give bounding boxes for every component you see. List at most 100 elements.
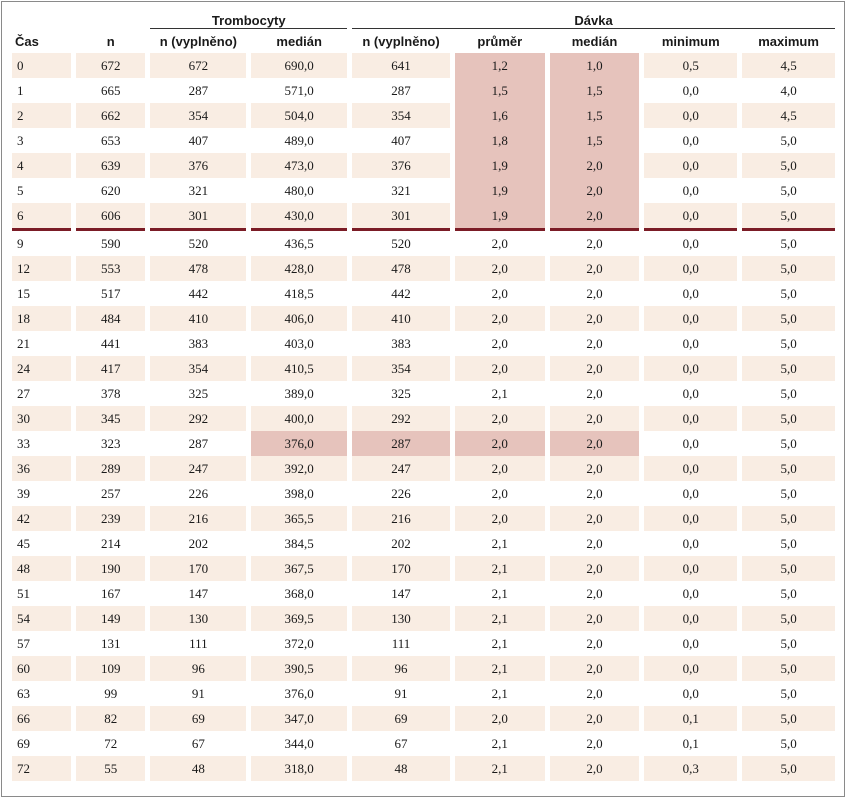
table-cell: 0,0 bbox=[644, 231, 738, 256]
table-cell: 2,0 bbox=[549, 631, 640, 656]
table-cell: 5,0 bbox=[742, 256, 835, 281]
table-cell: 2,0 bbox=[549, 256, 640, 281]
table-cell: 606 bbox=[76, 203, 146, 231]
table-cell: 0,0 bbox=[644, 581, 738, 606]
table-cell: 3 bbox=[12, 128, 72, 153]
table-cell: 0,0 bbox=[644, 456, 738, 481]
table-cell: 5,0 bbox=[742, 506, 835, 531]
table-cell: 389,0 bbox=[251, 381, 348, 406]
table-cell: 30 bbox=[12, 406, 72, 431]
table-cell: 365,5 bbox=[251, 506, 348, 531]
table-cell: 430,0 bbox=[251, 203, 348, 231]
table-cell: 407 bbox=[352, 128, 450, 153]
table-cell: 287 bbox=[150, 431, 247, 456]
table-cell: 109 bbox=[76, 656, 146, 681]
table-cell: 5,0 bbox=[742, 581, 835, 606]
table-cell: 63 bbox=[12, 681, 72, 706]
table-cell: 442 bbox=[150, 281, 247, 306]
table-cell: 5,0 bbox=[742, 203, 835, 231]
table-cell: 2,0 bbox=[549, 331, 640, 356]
column-header-cas: Čas bbox=[15, 33, 39, 49]
table-cell: 2,0 bbox=[549, 681, 640, 706]
table-cell: 2,0 bbox=[549, 356, 640, 381]
table-cell: 111 bbox=[352, 631, 450, 656]
table-cell: 2,0 bbox=[549, 531, 640, 556]
table-cell: 42 bbox=[12, 506, 72, 531]
table-cell: 111 bbox=[150, 631, 247, 656]
table-row: 66 82 69 347,0 69 2,0 2,0 0,1 5,0 bbox=[12, 706, 835, 731]
table-cell: 2,0 bbox=[549, 456, 640, 481]
table-row: 4 639 376 473,0 376 1,9 2,0 0,0 5,0 bbox=[12, 153, 835, 178]
table-cell: 5,0 bbox=[742, 706, 835, 731]
table-cell: 96 bbox=[352, 656, 450, 681]
table-row: 2 662 354 504,0 354 1,6 1,5 0,0 4,5 bbox=[12, 103, 835, 128]
table-cell: 2,0 bbox=[454, 406, 545, 431]
table-cell: 5,0 bbox=[742, 306, 835, 331]
table-cell: 15 bbox=[12, 281, 72, 306]
table-cell: 55 bbox=[76, 756, 146, 781]
table-cell: 376 bbox=[150, 153, 247, 178]
table-row: 0 672 672 690,0 641 1,2 1,0 0,5 4,5 bbox=[12, 53, 835, 78]
table-cell: 0,3 bbox=[644, 756, 738, 781]
table-cell: 96 bbox=[150, 656, 247, 681]
table-cell: 48 bbox=[12, 556, 72, 581]
table-cell: 344,0 bbox=[251, 731, 348, 756]
table-cell: 2,1 bbox=[454, 556, 545, 581]
table-cell: 147 bbox=[352, 581, 450, 606]
table-cell: 406,0 bbox=[251, 306, 348, 331]
table-cell: 410,5 bbox=[251, 356, 348, 381]
table-cell: 372,0 bbox=[251, 631, 348, 656]
table-body: 0 672 672 690,0 641 1,2 1,0 0,5 4,5 1 665 287 571,0 2… bbox=[12, 53, 835, 781]
table-cell: 368,0 bbox=[251, 581, 348, 606]
table-cell: 4,5 bbox=[742, 53, 835, 78]
table-cell: 2 bbox=[12, 103, 72, 128]
table-cell: 5,0 bbox=[742, 606, 835, 631]
table-cell: 0 bbox=[12, 53, 72, 78]
table-cell: 5,0 bbox=[742, 531, 835, 556]
column-header-trombocyty-n-vyplneno: n (vyplněno) bbox=[159, 33, 237, 49]
table-cell: 0,0 bbox=[644, 103, 738, 128]
table-cell: 54 bbox=[12, 606, 72, 631]
table-cell: 2,0 bbox=[549, 306, 640, 331]
table-cell: 45 bbox=[12, 531, 72, 556]
table-cell: 5 bbox=[12, 178, 72, 203]
table-row: 27 378 325 389,0 325 2,1 2,0 0,0 5,0 bbox=[12, 381, 835, 406]
table-cell: 620 bbox=[76, 178, 146, 203]
table-cell: 0,5 bbox=[644, 53, 738, 78]
table-cell: 2,0 bbox=[549, 706, 640, 731]
table-cell: 2,0 bbox=[549, 481, 640, 506]
table-cell: 398,0 bbox=[251, 481, 348, 506]
table-cell: 2,0 bbox=[549, 406, 640, 431]
table-cell: 67 bbox=[352, 731, 450, 756]
table-cell: 418,5 bbox=[251, 281, 348, 306]
column-header-davka-prumer: průměr bbox=[477, 33, 523, 49]
table-cell: 2,0 bbox=[549, 381, 640, 406]
table-cell: 2,0 bbox=[549, 178, 640, 203]
table-cell: 18 bbox=[12, 306, 72, 331]
table-cell: 5,0 bbox=[742, 406, 835, 431]
table-cell: 0,1 bbox=[644, 731, 738, 756]
table-cell: 21 bbox=[12, 331, 72, 356]
table-cell: 417 bbox=[76, 356, 146, 381]
table-row: 30 345 292 400,0 292 2,0 2,0 0,0 5,0 bbox=[12, 406, 835, 431]
table-cell: 130 bbox=[352, 606, 450, 631]
table-cell: 662 bbox=[76, 103, 146, 128]
table-row: 24 417 354 410,5 354 2,0 2,0 0,0 5,0 bbox=[12, 356, 835, 381]
table-cell: 287 bbox=[150, 78, 247, 103]
table-cell: 214 bbox=[76, 531, 146, 556]
table-cell: 5,0 bbox=[742, 356, 835, 381]
table-cell: 202 bbox=[150, 531, 247, 556]
table-cell: 0,0 bbox=[644, 256, 738, 281]
table-cell: 318,0 bbox=[251, 756, 348, 781]
table-cell: 478 bbox=[352, 256, 450, 281]
table-cell: 5,0 bbox=[742, 231, 835, 256]
table-cell: 48 bbox=[352, 756, 450, 781]
table-cell: 354 bbox=[150, 103, 247, 128]
table-cell: 376,0 bbox=[251, 681, 348, 706]
table-cell: 69 bbox=[150, 706, 247, 731]
header-column-row: Čas n n (vyplněno) medián n (vyplněno) p… bbox=[12, 29, 835, 53]
table-cell: 354 bbox=[352, 103, 450, 128]
table-cell: 72 bbox=[12, 756, 72, 781]
table-cell: 639 bbox=[76, 153, 146, 178]
table-cell: 428,0 bbox=[251, 256, 348, 281]
